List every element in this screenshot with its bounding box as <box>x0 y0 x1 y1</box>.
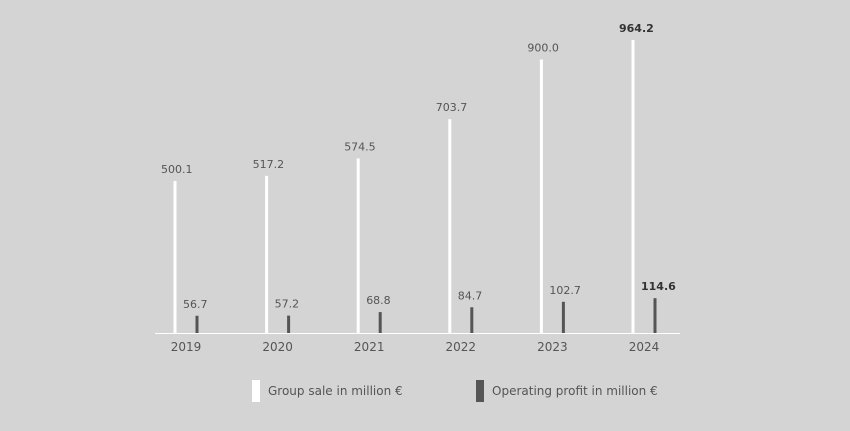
legend-swatch-operating-profit <box>476 380 484 402</box>
bar-group-sale-2019 <box>173 181 177 333</box>
data-label-group-sale-2021: 574.5 <box>344 140 376 153</box>
bar-group-sale-2020 <box>265 175 269 333</box>
bar-operating-profit-2024 <box>653 298 657 333</box>
bar-operating-profit-2020 <box>287 315 291 333</box>
bar-group-sale-2024 <box>631 40 635 333</box>
bar-group-sale-2023 <box>539 59 543 333</box>
x-tick-label-2019: 2019 <box>171 340 202 354</box>
bar-operating-profit-2022 <box>470 307 474 333</box>
data-label-operating-profit-2021: 68.8 <box>366 294 391 307</box>
data-label-group-sale-2020: 517.2 <box>253 158 285 171</box>
x-tick-label-2022: 2022 <box>446 340 477 354</box>
data-label-operating-profit-2019: 56.7 <box>183 298 208 311</box>
data-label-group-sale-2023: 900.0 <box>527 42 559 55</box>
bar-operating-profit-2023 <box>561 301 565 333</box>
data-label-group-sale-2022: 703.7 <box>436 101 468 114</box>
legend-swatch-group-sale <box>252 380 260 402</box>
bar-operating-profit-2021 <box>378 312 382 333</box>
legend-label-group-sale: Group sale in million € <box>268 384 403 398</box>
data-label-operating-profit-2020: 57.2 <box>275 298 300 311</box>
bar-group-sale-2021 <box>356 158 360 333</box>
bar-group-sale-2022 <box>448 119 452 333</box>
data-label-group-sale-2024: 964.2 <box>619 22 654 35</box>
legend-item-operating-profit: Operating profit in million € <box>476 380 658 402</box>
legend-label-operating-profit: Operating profit in million € <box>492 384 658 398</box>
x-tick-label-2024: 2024 <box>629 340 660 354</box>
data-label-operating-profit-2023: 102.7 <box>549 284 581 297</box>
bar-operating-profit-2019 <box>195 315 199 333</box>
x-tick-label-2023: 2023 <box>537 340 568 354</box>
data-label-group-sale-2019: 500.1 <box>161 163 193 176</box>
x-tick-label-2020: 2020 <box>262 340 293 354</box>
data-label-operating-profit-2024: 114.6 <box>641 280 676 293</box>
data-label-operating-profit-2022: 84.7 <box>458 289 483 302</box>
x-tick-label-2021: 2021 <box>354 340 385 354</box>
legend-item-group-sale: Group sale in million € <box>252 380 403 402</box>
